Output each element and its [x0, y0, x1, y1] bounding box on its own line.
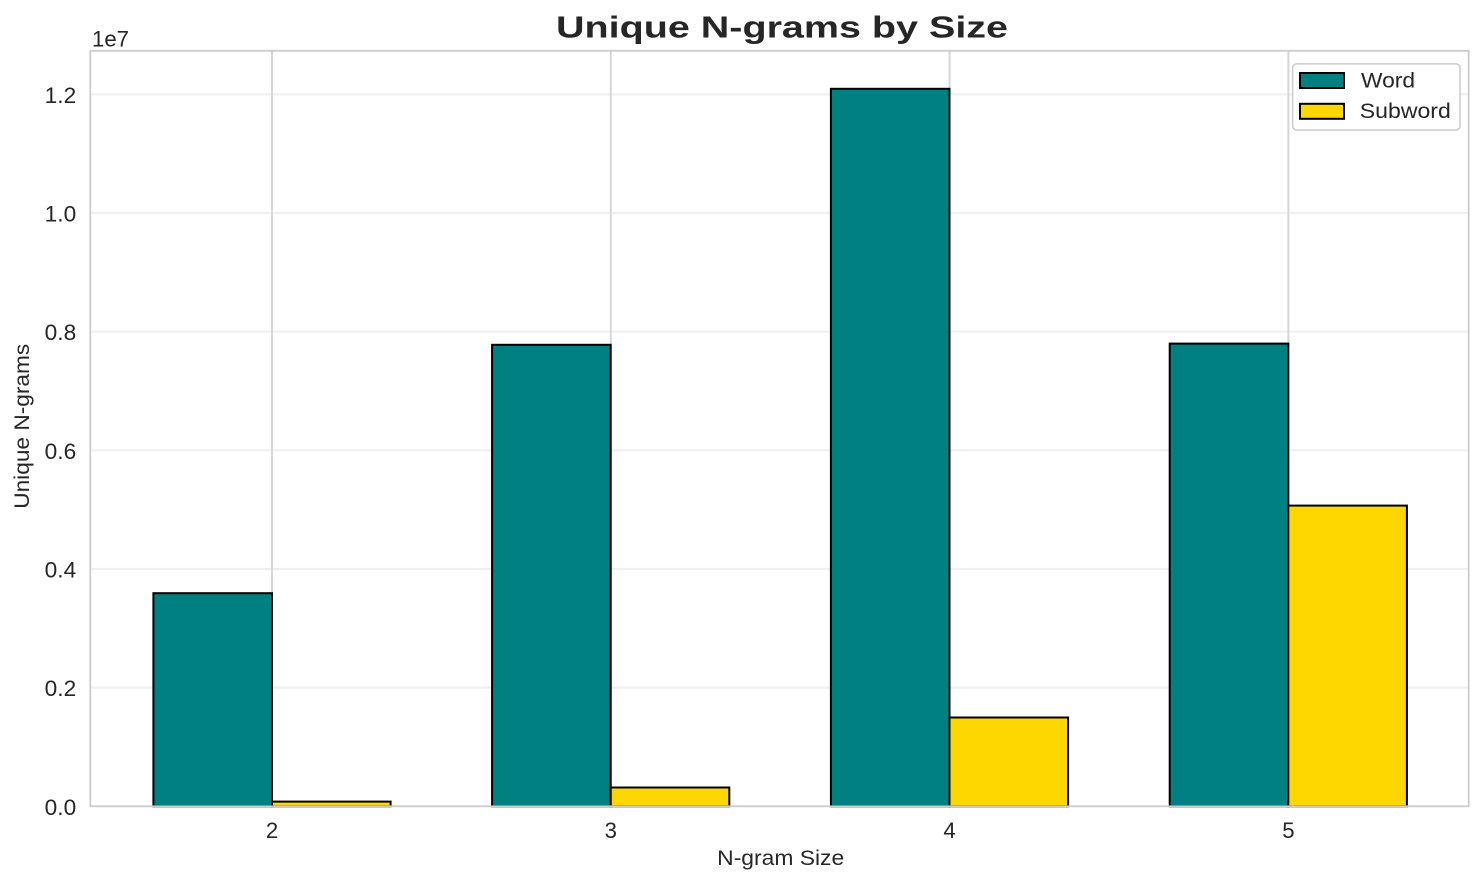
svg-text:N-gram Size: N-gram Size — [717, 847, 844, 870]
svg-text:5: 5 — [1282, 818, 1294, 843]
svg-text:Subword: Subword — [1360, 100, 1451, 123]
svg-text:0.8: 0.8 — [45, 320, 77, 345]
svg-text:1e7: 1e7 — [92, 27, 129, 52]
svg-text:1.0: 1.0 — [45, 202, 77, 227]
svg-text:0.2: 0.2 — [45, 676, 77, 701]
svg-text:0.0: 0.0 — [45, 795, 77, 820]
svg-text:2: 2 — [266, 818, 278, 843]
svg-text:Unique N-grams: Unique N-grams — [11, 344, 34, 509]
svg-text:Unique N-grams by Size: Unique N-grams by Size — [556, 11, 1008, 45]
svg-text:4: 4 — [943, 818, 955, 843]
svg-text:1.2: 1.2 — [45, 83, 77, 108]
svg-text:0.6: 0.6 — [45, 439, 77, 464]
svg-text:0.4: 0.4 — [45, 558, 77, 583]
svg-text:3: 3 — [605, 818, 617, 843]
svg-text:Word: Word — [1361, 70, 1415, 93]
